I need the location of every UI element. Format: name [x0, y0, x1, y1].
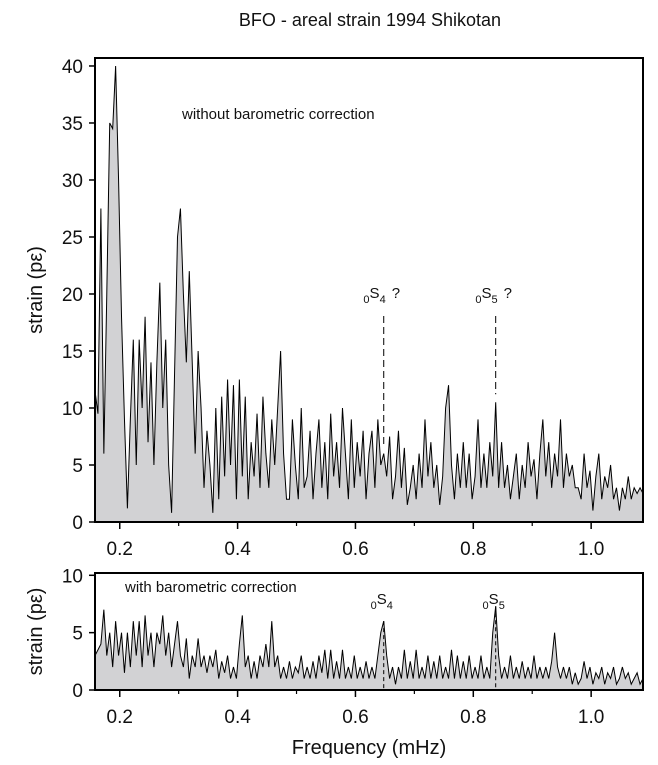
x-tick-label: 0.2: [107, 539, 133, 560]
y-tick-label: 20: [62, 285, 83, 306]
x-tick-label: 0.8: [460, 707, 486, 728]
area: [95, 606, 643, 690]
mode-letter: S: [370, 285, 380, 302]
area: [95, 65, 643, 522]
panel-note: without barometric correction: [181, 106, 375, 123]
mode-letter: S: [377, 591, 387, 608]
mode-number: 4: [387, 600, 393, 612]
mode-letter: S: [489, 591, 499, 608]
x-tick-label: 1.0: [578, 707, 604, 728]
y-tick-label: 30: [62, 171, 83, 192]
y-tick-label: 5: [72, 456, 83, 477]
plot-frame: [94, 57, 644, 523]
y-tick-label: 40: [62, 57, 83, 78]
y-tick-label: 0: [72, 513, 83, 534]
y-tick-label: 25: [62, 228, 83, 249]
mode-number: 5: [499, 600, 505, 612]
mode-prefix: 0: [483, 600, 489, 612]
y-tick-label: 10: [62, 566, 83, 587]
mode-letter: S: [482, 285, 492, 302]
mode-label: 0S4?: [363, 285, 400, 306]
x-tick-label: 0.6: [342, 539, 368, 560]
x-tick-label: 0.6: [342, 707, 368, 728]
x-tick-label: 0.8: [460, 539, 486, 560]
y-axis-title: strain (pε): [25, 246, 47, 334]
panel-note: with barometric correction: [124, 579, 297, 596]
line: [94, 606, 644, 686]
mode-prefix: 0: [475, 294, 481, 306]
x-tick-label: 0.2: [107, 707, 133, 728]
x-tick-label: 0.4: [224, 539, 251, 560]
mode-number: 4: [380, 294, 386, 306]
y-tick-label: 35: [62, 114, 83, 135]
mode-label: 0S5?: [475, 285, 512, 306]
mode-number: 5: [492, 294, 498, 306]
mode-suffix: ?: [392, 285, 400, 302]
y-axis-title: strain (pε): [25, 588, 47, 676]
x-tick-label: 1.0: [578, 539, 604, 560]
mode-label: 0S4: [371, 591, 393, 612]
plot-frame: [94, 572, 644, 691]
mode-prefix: 0: [371, 600, 377, 612]
mode-prefix: 0: [363, 294, 369, 306]
line: [94, 65, 644, 513]
y-tick-label: 5: [72, 624, 83, 645]
y-tick-label: 15: [62, 342, 83, 363]
x-tick-label: 0.4: [224, 707, 251, 728]
mode-label: 0S5: [483, 591, 505, 612]
chart-title: BFO - areal strain 1994 Shikotan: [239, 10, 501, 30]
y-tick-label: 10: [62, 399, 83, 420]
mode-suffix: ?: [504, 285, 512, 302]
y-tick-label: 0: [72, 681, 83, 702]
x-axis-title: Frequency (mHz): [292, 737, 446, 759]
